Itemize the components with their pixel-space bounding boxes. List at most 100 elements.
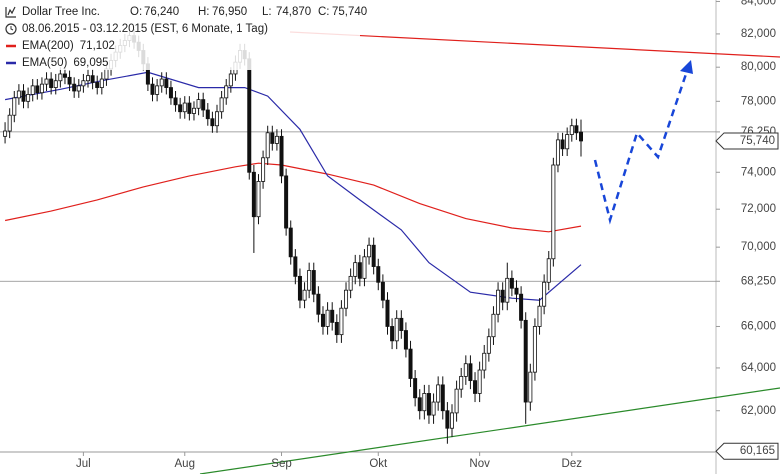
x-tick-label: Jul xyxy=(76,458,91,470)
candle-body xyxy=(417,397,422,412)
candle-body xyxy=(16,90,21,99)
candle-body xyxy=(528,371,533,403)
candle-body xyxy=(251,171,256,218)
ohlc-value: 75,740 xyxy=(332,6,367,18)
candle-body xyxy=(546,258,551,283)
candle-body xyxy=(228,73,233,87)
candle-body xyxy=(224,85,229,99)
plot-area xyxy=(0,28,716,444)
candle-body xyxy=(302,289,307,301)
candle-body xyxy=(413,378,418,399)
candle-body xyxy=(72,83,77,92)
candle-body xyxy=(579,131,584,142)
forecast-arrowhead xyxy=(680,60,693,74)
candle-body xyxy=(155,85,160,95)
ema-line xyxy=(4,71,582,301)
ohlc-value: 74,870 xyxy=(276,6,311,18)
candle-body xyxy=(394,317,399,342)
candle-body xyxy=(201,99,206,111)
candle-body xyxy=(473,380,478,394)
candle-body xyxy=(168,87,173,99)
legend-label: EMA(200) xyxy=(22,40,74,52)
ohlc-name: C: xyxy=(318,6,330,18)
candle-body xyxy=(164,78,169,88)
candle-body xyxy=(288,227,293,258)
candle-body xyxy=(551,164,556,260)
candle-body xyxy=(532,326,537,373)
candle-body xyxy=(408,348,413,379)
candle-body xyxy=(505,277,510,303)
candle-body xyxy=(7,114,12,132)
y-tick-label: 80,000 xyxy=(741,61,776,73)
candle-body xyxy=(477,369,482,394)
candle-body xyxy=(99,78,104,88)
candle-body xyxy=(468,363,473,382)
candle-body xyxy=(196,99,201,109)
candle-body xyxy=(316,293,321,315)
legend-value: 69,095 xyxy=(73,57,108,69)
candle-body xyxy=(463,363,468,377)
candle-body xyxy=(159,78,164,87)
header: Dollar Tree Inc. 08.06.2015 - 03.12.2015… xyxy=(0,0,360,70)
low-marker-box xyxy=(715,442,779,460)
ohlc-name: O: xyxy=(130,6,142,18)
candle-body xyxy=(39,83,44,94)
candle-body xyxy=(187,102,192,114)
ohlc-value: 76,950 xyxy=(212,6,247,18)
x-tick-label: Aug xyxy=(175,458,195,470)
candle-body xyxy=(445,410,450,429)
candle-body xyxy=(30,85,35,95)
candle-body xyxy=(560,139,565,150)
candle-body xyxy=(205,109,210,120)
candle-body xyxy=(150,83,155,95)
subtitle: 08.06.2015 - 03.12.2015 (EST, 6 Monate, … xyxy=(22,23,268,35)
candle-body xyxy=(307,270,312,291)
candle-body xyxy=(362,256,367,279)
candle-body xyxy=(509,277,514,289)
candle-body xyxy=(44,78,49,85)
candle-body xyxy=(62,73,67,78)
header-bg xyxy=(0,0,360,70)
level-label: 68,250 xyxy=(741,275,776,287)
candle-body xyxy=(519,293,524,321)
candle-body xyxy=(523,319,528,403)
candle-body xyxy=(12,97,17,116)
candle-body xyxy=(67,76,72,85)
axis: 84,000 82,000 80,000 78,000 74,000 72,000 70,0… xyxy=(76,0,779,470)
clock-hands xyxy=(10,26,14,31)
candle-body xyxy=(274,135,279,144)
chart-title: Dollar Tree Inc. xyxy=(22,6,100,18)
legend-label: EMA(50) xyxy=(22,57,68,69)
last-price-box xyxy=(715,132,779,150)
low-marker-label: 60,165 xyxy=(740,445,775,457)
y-tick-label: 64,000 xyxy=(741,362,776,374)
x-tick-label: Okt xyxy=(369,458,388,470)
candle-body xyxy=(334,321,339,336)
candle-body xyxy=(449,412,454,429)
candle-body xyxy=(325,309,330,327)
candle-body xyxy=(431,401,436,416)
candle-body xyxy=(399,317,404,331)
candle-body xyxy=(376,266,381,283)
candle-body xyxy=(390,326,395,342)
candle-body xyxy=(311,270,316,295)
candle-body xyxy=(261,157,266,182)
candle-body xyxy=(339,307,344,336)
candle-body xyxy=(191,107,196,114)
x-tick-label: Nov xyxy=(469,458,490,470)
candle-body xyxy=(21,90,26,102)
candle-body xyxy=(270,132,275,144)
candle-body xyxy=(348,275,353,291)
candle-body xyxy=(293,256,298,277)
candle-body xyxy=(178,104,183,113)
candle-body xyxy=(353,262,358,277)
y-tick-label: 74,000 xyxy=(741,166,776,178)
candle-body xyxy=(320,313,325,327)
candle-body xyxy=(173,97,178,106)
candle-body xyxy=(26,94,31,102)
candle-body xyxy=(330,309,335,323)
candle-body xyxy=(459,375,464,390)
candle-body xyxy=(537,305,542,327)
